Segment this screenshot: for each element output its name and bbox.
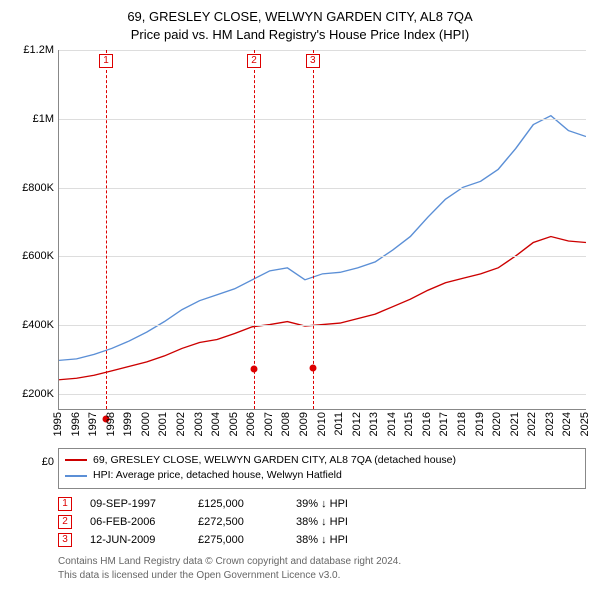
title-block: 69, GRESLEY CLOSE, WELWYN GARDEN CITY, A… xyxy=(14,8,586,44)
x-tick-label: 1999 xyxy=(122,412,134,436)
title-address: 69, GRESLEY CLOSE, WELWYN GARDEN CITY, A… xyxy=(14,8,586,26)
x-tick-label: 2016 xyxy=(421,412,433,436)
sale-number-box: 2 xyxy=(58,515,72,529)
y-tick-label: £0 xyxy=(42,456,54,468)
gridline xyxy=(59,188,586,189)
sale-marker-dot xyxy=(250,365,257,372)
chart-area: £0£200K£400K£600K£800K£1M£1.2M 123 xyxy=(14,50,586,409)
x-tick-label: 2000 xyxy=(140,412,152,436)
sales-row: 1 09-SEP-1997 £125,000 39% ↓ HPI xyxy=(58,495,586,513)
x-tick-label: 2018 xyxy=(456,412,468,436)
legend-label-hpi: HPI: Average price, detached house, Welw… xyxy=(93,468,342,484)
x-tick-label: 1996 xyxy=(70,412,82,436)
sale-number-box: 1 xyxy=(58,497,72,511)
gridline xyxy=(59,394,586,395)
plot-area: 1 2 3 xyxy=(58,50,586,409)
x-tick-label: 2019 xyxy=(474,412,486,436)
x-tick-label: 2002 xyxy=(175,412,187,436)
x-tick-label: 2009 xyxy=(298,412,310,436)
y-tick-label: £800K xyxy=(22,182,54,194)
sale-marker-label: 2 xyxy=(247,54,261,68)
x-tick-label: 2024 xyxy=(561,412,573,436)
x-tick-label: 2008 xyxy=(280,412,292,436)
sale-hpi-diff: 38% ↓ HPI xyxy=(296,516,348,528)
x-tick-label: 2004 xyxy=(210,412,222,436)
x-tick-label: 2012 xyxy=(351,412,363,436)
gridline xyxy=(59,256,586,257)
sales-row: 2 06-FEB-2006 £272,500 38% ↓ HPI xyxy=(58,513,586,531)
x-tick-label: 2001 xyxy=(157,412,169,436)
sale-hpi-diff: 39% ↓ HPI xyxy=(296,498,348,510)
sale-marker-dot xyxy=(309,364,316,371)
x-tick-label: 2006 xyxy=(245,412,257,436)
sale-date: 09-SEP-1997 xyxy=(90,498,180,510)
x-tick-label: 1995 xyxy=(52,412,64,436)
sale-marker-label: 3 xyxy=(306,54,320,68)
x-tick-label: 2022 xyxy=(526,412,538,436)
y-tick-label: £1.2M xyxy=(23,44,54,56)
sale-hpi-diff: 38% ↓ HPI xyxy=(296,534,348,546)
y-tick-label: £600K xyxy=(22,250,54,262)
x-tick-label: 2023 xyxy=(544,412,556,436)
sale-date: 06-FEB-2006 xyxy=(90,516,180,528)
x-tick-label: 2020 xyxy=(491,412,503,436)
x-tick-label: 2007 xyxy=(263,412,275,436)
y-tick-label: £1M xyxy=(33,113,54,125)
x-tick-label: 2011 xyxy=(333,412,345,436)
legend-swatch-price xyxy=(65,459,87,461)
legend-row-hpi: HPI: Average price, detached house, Welw… xyxy=(65,468,579,484)
sale-marker-line xyxy=(313,50,314,408)
y-tick-label: £200K xyxy=(22,388,54,400)
x-tick-label: 2003 xyxy=(193,412,205,436)
sale-date: 12-JUN-2009 xyxy=(90,534,180,546)
legend-swatch-hpi xyxy=(65,475,87,477)
footer-line2: This data is licensed under the Open Gov… xyxy=(58,569,586,583)
x-tick-label: 2025 xyxy=(579,412,591,436)
title-subtitle: Price paid vs. HM Land Registry's House … xyxy=(14,26,586,44)
x-tick-label: 2010 xyxy=(316,412,328,436)
series-price_paid xyxy=(59,237,586,380)
x-tick-label: 2005 xyxy=(228,412,240,436)
sales-row: 3 12-JUN-2009 £275,000 38% ↓ HPI xyxy=(58,531,586,549)
footer-attribution: Contains HM Land Registry data © Crown c… xyxy=(58,555,586,582)
legend-label-price: 69, GRESLEY CLOSE, WELWYN GARDEN CITY, A… xyxy=(93,453,456,469)
sale-price: £125,000 xyxy=(198,498,278,510)
x-tick-label: 2015 xyxy=(403,412,415,436)
y-tick-label: £400K xyxy=(22,319,54,331)
x-tick-label: 1997 xyxy=(87,412,99,436)
x-axis: 1995199619971998199920002001200220032004… xyxy=(58,410,586,444)
gridline xyxy=(59,325,586,326)
legend-row-price: 69, GRESLEY CLOSE, WELWYN GARDEN CITY, A… xyxy=(65,453,579,469)
gridline xyxy=(59,50,586,51)
sales-table: 1 09-SEP-1997 £125,000 39% ↓ HPI 2 06-FEB-200… xyxy=(58,495,586,549)
x-tick-label: 2014 xyxy=(386,412,398,436)
legend-box: 69, GRESLEY CLOSE, WELWYN GARDEN CITY, A… xyxy=(58,448,586,490)
sale-price: £272,500 xyxy=(198,516,278,528)
sale-marker-label: 1 xyxy=(99,54,113,68)
footer-line1: Contains HM Land Registry data © Crown c… xyxy=(58,555,586,569)
x-tick-label: 2013 xyxy=(368,412,380,436)
chart-container: 69, GRESLEY CLOSE, WELWYN GARDEN CITY, A… xyxy=(0,0,600,590)
line-svg xyxy=(59,50,586,408)
x-tick-label: 1998 xyxy=(105,412,117,436)
series-hpi xyxy=(59,116,586,361)
sale-price: £275,000 xyxy=(198,534,278,546)
sale-number-box: 3 xyxy=(58,533,72,547)
gridline xyxy=(59,119,586,120)
sale-marker-line xyxy=(106,50,107,408)
x-tick-label: 2021 xyxy=(509,412,521,436)
y-axis: £0£200K£400K£600K£800K£1M£1.2M xyxy=(14,50,58,409)
sale-marker-line xyxy=(254,50,255,408)
x-tick-label: 2017 xyxy=(438,412,450,436)
